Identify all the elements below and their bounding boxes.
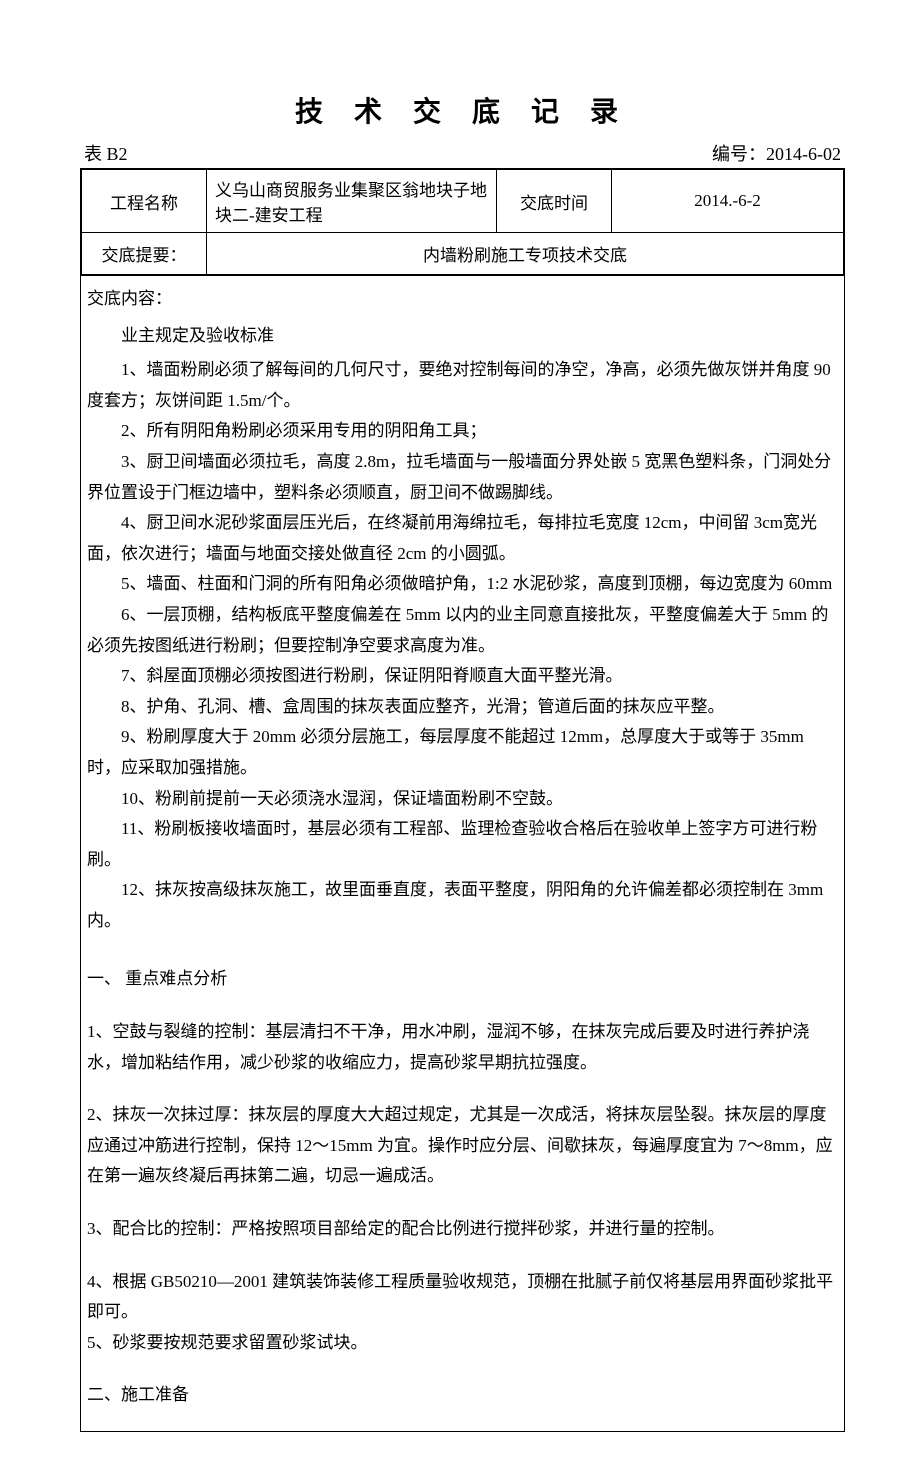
standard-item: 10、粉刷前提前一天必须浇水湿润，保证墙面粉刷不空鼓。 [87,784,840,815]
doc-number: 编号：2014-6-02 [712,140,841,166]
standard-item: 1、墙面粉刷必须了解每间的几何尺寸，要绝对控制每间的净空，净高，必须先做灰饼并角… [87,355,840,416]
standard-item: 2、所有阴阳角粉刷必须采用专用的阴阳角工具； [87,416,840,447]
standard-item: 12、抹灰按高级抹灰施工，故里面垂直度，表面平整度，阴阳角的允许偏差都必须控制在… [87,875,840,936]
document-title: 技 术 交 底 记 录 [80,90,845,130]
section2-title: 二、施工准备 [87,1380,840,1411]
standard-item: 7、斜屋面顶棚必须按图进行粉刷，保证阴阳脊顺直大面平整光滑。 [87,661,840,692]
standard-item: 4、厨卫间水泥砂浆面层压光后，在终凝前用海绵拉毛，每排拉毛宽度 12cm，中间留… [87,508,840,569]
section1-item: 4、根据 GB50210—2001 建筑装饰装修工程质量验收规范，顶棚在批腻子前… [87,1267,840,1328]
standards-title: 业主规定及验收标准 [87,321,840,352]
standard-item: 5、墙面、柱面和门洞的所有阳角必须做暗护角，1:2 水泥砂浆，高度到顶棚，每边宽… [87,569,840,600]
summary-row: 交底提要： 内墙粉刷施工专项技术交底 [82,233,844,275]
table-label: 表 B2 [84,140,128,166]
section1-item: 3、配合比的控制：严格按照项目部给定的配合比例进行搅拌砂浆，并进行量的控制。 [87,1214,840,1245]
content-area: 交底内容： 业主规定及验收标准 1、墙面粉刷必须了解每间的几何尺寸，要绝对控制每… [80,276,845,1432]
section1-item: 1、空鼓与裂缝的控制：基层清扫不干净，用水冲刷，湿润不够，在抹灰完成后要及时进行… [87,1017,840,1078]
section1-item: 5、砂浆要按规范要求留置砂浆试块。 [87,1328,840,1359]
summary-value: 内墙粉刷施工专项技术交底 [207,233,844,275]
date-value: 2014.-6-2 [612,170,844,233]
project-row: 工程名称 义乌山商贸服务业集聚区翁地块子地块二-建安工程 交底时间 2014.-… [82,170,844,233]
info-table: 工程名称 义乌山商贸服务业集聚区翁地块子地块二-建安工程 交底时间 2014.-… [81,169,844,275]
project-label: 工程名称 [82,170,207,233]
standard-item: 3、厨卫间墙面必须拉毛，高度 2.8m，拉毛墙面与一般墙面分界处嵌 5 宽黑色塑… [87,447,840,508]
date-label: 交底时间 [497,170,612,233]
main-container: 工程名称 义乌山商贸服务业集聚区翁地块子地块二-建安工程 交底时间 2014.-… [80,168,845,276]
standard-item: 9、粉刷厚度大于 20mm 必须分层施工，每层厚度不能超过 12mm，总厚度大于… [87,722,840,783]
project-name: 义乌山商贸服务业集聚区翁地块子地块二-建安工程 [207,170,497,233]
header-row: 表 B2 编号：2014-6-02 [80,140,845,166]
content-label: 交底内容： [87,284,840,315]
standard-item: 8、护角、孔洞、槽、盒周围的抹灰表面应整齐，光滑；管道后面的抹灰应平整。 [87,692,840,723]
standard-item: 11、粉刷板接收墙面时，基层必须有工程部、监理检查验收合格后在验收单上签字方可进… [87,814,840,875]
section1-title: 一、 重点难点分析 [87,964,840,995]
standard-item: 6、一层顶棚，结构板底平整度偏差在 5mm 以内的业主同意直接批灰，平整度偏差大… [87,600,840,661]
summary-label: 交底提要： [82,233,207,275]
section1-item: 2、抹灰一次抹过厚：抹灰层的厚度大大超过规定，尤其是一次成活，将抹灰层坠裂。抹灰… [87,1100,840,1192]
